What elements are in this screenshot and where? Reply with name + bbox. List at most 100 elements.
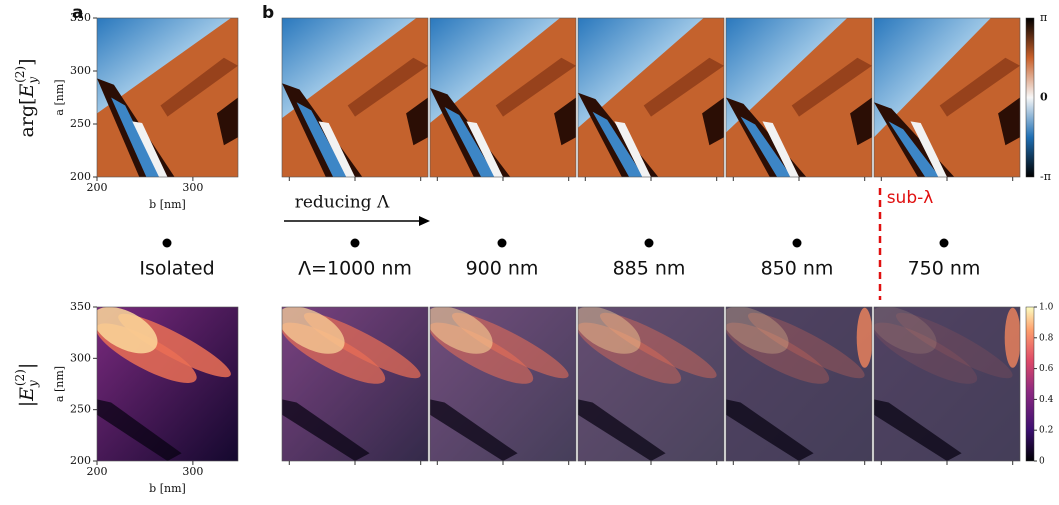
- phase-map: [282, 18, 428, 177]
- map-shade: [726, 307, 872, 461]
- white-band: [762, 121, 799, 177]
- case-label: 885 nm: [613, 258, 686, 280]
- dark-band: [726, 399, 814, 461]
- row-label: |Ey(2)|: [13, 363, 40, 407]
- magnitude-map: [578, 307, 724, 461]
- arrow-head: [419, 216, 430, 226]
- dark-streak: [939, 57, 1020, 117]
- case-dot: [939, 238, 949, 248]
- dark-streak: [643, 57, 724, 117]
- bright-streak: [578, 307, 641, 354]
- bright-streak: [97, 307, 158, 354]
- map-frame: [96, 17, 239, 178]
- y-tick-label: 300: [70, 351, 91, 364]
- map-frame: [96, 306, 239, 462]
- arrow-label: reducing Λ: [295, 193, 390, 213]
- row-label-prefix: |: [16, 401, 38, 407]
- blue-region: [874, 18, 991, 138]
- y-tick-label: 350: [70, 300, 91, 313]
- x-tick-label: 300: [182, 181, 203, 194]
- row-label-prefix: arg[: [16, 98, 38, 138]
- blue-band: [111, 97, 161, 177]
- case-dot: [644, 238, 654, 248]
- x-tick-label: 300: [182, 465, 203, 478]
- white-band: [910, 121, 947, 177]
- row-label-suffix: ]: [16, 58, 38, 65]
- blue-region: [97, 18, 231, 114]
- dark-corner: [554, 97, 576, 146]
- magnitude-map: [874, 307, 1020, 461]
- dark-streak: [347, 57, 428, 117]
- case-dot: [350, 238, 360, 248]
- bright-streak: [430, 307, 493, 354]
- y-tick-label: 350: [70, 11, 91, 24]
- case-dot: [497, 238, 507, 248]
- colorbar-tick-label: 1.0: [1039, 303, 1054, 313]
- phase-map: [578, 18, 724, 177]
- white-band: [318, 121, 355, 177]
- row-label-symbol: E: [16, 387, 38, 402]
- dark-corner: [998, 97, 1020, 146]
- white-band: [614, 121, 651, 177]
- row-label-sub: y: [26, 77, 40, 85]
- bright-streak: [600, 312, 717, 379]
- blue-region: [430, 18, 560, 123]
- dark-band: [282, 399, 370, 461]
- dark-streak: [495, 57, 576, 117]
- magnitude-map: [282, 307, 428, 461]
- phase-colorbar: [1025, 17, 1035, 178]
- row-label-sub: y: [26, 380, 40, 388]
- case-dot: [162, 238, 172, 248]
- bright-streak: [578, 322, 682, 384]
- edge-hotspot: [856, 307, 872, 368]
- y-axis-label: a [nm]: [53, 366, 66, 402]
- magnitude-map: [430, 307, 576, 461]
- dark-corner: [216, 97, 238, 146]
- colorbar-tick-label: 0.2: [1039, 426, 1053, 436]
- case-label: 850 nm: [761, 258, 834, 280]
- y-tick-label: 300: [70, 64, 91, 77]
- blue-band: [888, 121, 940, 177]
- x-tick-label: 200: [87, 465, 108, 478]
- dark-streak: [160, 57, 238, 117]
- phase-map: [97, 18, 238, 177]
- colorbar-tick-label: 0: [1039, 457, 1045, 467]
- dark-corner: [850, 97, 872, 146]
- bright-streak: [726, 307, 789, 354]
- bright-streak: [874, 322, 978, 384]
- bright-streak: [896, 312, 1013, 379]
- dark-corner: [406, 97, 428, 146]
- map-shade: [578, 307, 724, 461]
- dark-corner: [702, 97, 724, 146]
- row-label-sup: (2): [13, 369, 27, 386]
- y-tick-label: 250: [70, 117, 91, 130]
- colorbar-tick-label: 0: [1040, 91, 1048, 104]
- magnitude-map: [97, 307, 238, 461]
- y-tick-label: 200: [70, 170, 91, 183]
- blue-band: [740, 116, 792, 177]
- case-dot: [792, 238, 802, 248]
- dark-band: [430, 399, 518, 461]
- x-tick-label: 200: [87, 181, 108, 194]
- sub-wavelength-label: sub-λ: [887, 188, 934, 208]
- case-label: 900 nm: [466, 258, 539, 280]
- phase-map: [874, 18, 1020, 177]
- blue-region: [578, 18, 704, 128]
- panel-label: b: [262, 3, 274, 23]
- bright-streak: [748, 312, 865, 379]
- dark-band: [578, 399, 666, 461]
- edge-hotspot: [1004, 307, 1020, 368]
- phase-map: [726, 18, 872, 177]
- blue-band: [444, 107, 496, 177]
- colorbar-tick-label: 0.4: [1039, 395, 1054, 405]
- bright-streak: [282, 307, 345, 354]
- case-label: Isolated: [139, 258, 214, 280]
- y-tick-label: 200: [70, 454, 91, 467]
- white-band: [466, 121, 503, 177]
- bright-streak: [874, 307, 937, 354]
- blue-band: [296, 102, 348, 177]
- bright-streak: [726, 322, 830, 384]
- row-label-symbol: E: [16, 84, 38, 99]
- phase-map: [430, 18, 576, 177]
